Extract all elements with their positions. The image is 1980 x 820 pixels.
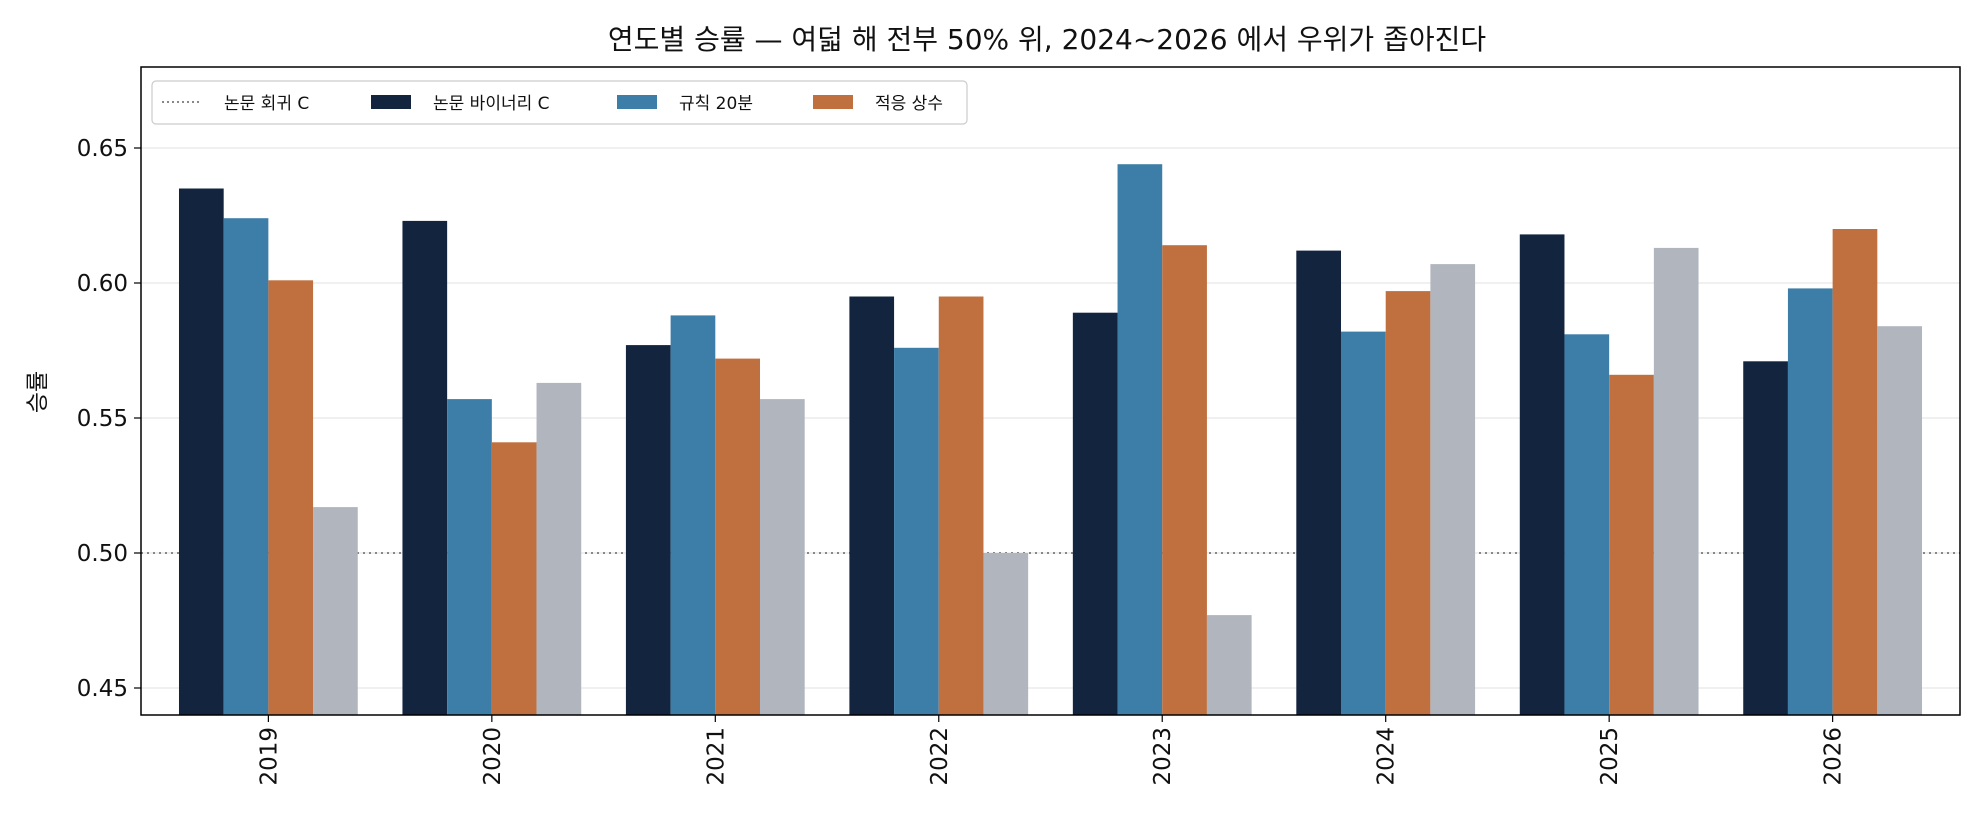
bar [1787, 288, 1833, 715]
legend: 논문 회귀 C 논문 바이너리 C 규칙 20분 적응 상수 [151, 80, 968, 125]
bar [1296, 250, 1342, 715]
bar [268, 280, 314, 715]
x-tick-label: 2024 [1374, 727, 1400, 786]
y-axis-label: 승률 [25, 371, 51, 413]
bars [178, 164, 1923, 715]
bar [1877, 326, 1923, 715]
legend-label: 논문 바이너리 C [433, 94, 550, 114]
bar [1162, 245, 1207, 715]
x-tick-label: 2023 [1150, 727, 1176, 786]
bar [1117, 164, 1163, 715]
legend-label: 규칙 20분 [679, 94, 753, 114]
bar [1653, 247, 1699, 715]
legend-label: 적응 상수 [875, 94, 943, 114]
bar [715, 358, 760, 715]
y-axis: 0.45 0.50 0.55 0.60 0.65 [77, 136, 141, 702]
y-tick-label: 0.65 [77, 136, 128, 162]
chart-title: 연도별 승률 — 여덟 해 전부 50% 위, 2024~2026 에서 우위가… [608, 23, 1486, 56]
bar [1072, 312, 1118, 715]
x-tick-label: 2020 [480, 727, 506, 786]
legend-label: 논문 회귀 C [224, 94, 309, 114]
bar [1385, 291, 1431, 715]
bar [1341, 331, 1386, 715]
bar [313, 507, 358, 715]
plot-frame [140, 66, 1961, 716]
bar [1564, 334, 1610, 715]
x-tick-label: 2025 [1597, 727, 1623, 786]
y-tick-label: 0.50 [77, 541, 128, 567]
bar [1430, 264, 1476, 715]
bar [625, 345, 671, 715]
bar [759, 399, 805, 715]
bar [536, 382, 582, 715]
bar [1206, 615, 1252, 715]
bar [178, 188, 224, 715]
x-tick-label: 2021 [703, 727, 729, 786]
y-tick-label: 0.55 [77, 406, 128, 432]
bar [1832, 229, 1878, 715]
bar [402, 220, 448, 715]
bar [223, 218, 269, 715]
legend-marker [617, 95, 657, 109]
bar [447, 399, 492, 715]
bar [1609, 374, 1654, 715]
legend-frame [151, 80, 968, 125]
bar [670, 315, 716, 715]
legend-marker [371, 95, 411, 109]
y-tick-label: 0.60 [77, 271, 128, 297]
x-axis: 2019 2020 2021 2022 2023 2024 2025 2026 [256, 715, 1847, 786]
x-tick-label: 2022 [927, 727, 953, 786]
bar [894, 347, 939, 715]
bar [1519, 234, 1565, 715]
bar [849, 296, 895, 715]
bar [938, 296, 984, 715]
x-tick-label: 2019 [256, 727, 282, 786]
bar [983, 553, 1029, 715]
y-tick-label: 0.45 [77, 676, 128, 702]
legend-marker [813, 95, 853, 109]
bar [491, 442, 537, 715]
x-tick-label: 2026 [1821, 727, 1847, 786]
bar [1743, 361, 1788, 715]
